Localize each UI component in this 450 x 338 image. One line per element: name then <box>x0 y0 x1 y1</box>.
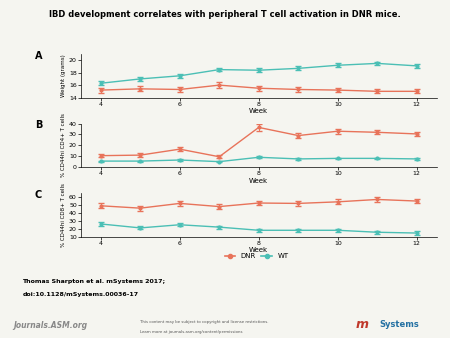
Text: Journals.ASM.org: Journals.ASM.org <box>14 321 88 330</box>
Text: B: B <box>35 120 42 130</box>
Text: C: C <box>35 190 42 200</box>
Y-axis label: % CD44hi CD8+ T cells: % CD44hi CD8+ T cells <box>61 183 66 247</box>
Legend: DNR, WT: DNR, WT <box>222 250 291 262</box>
X-axis label: Week: Week <box>249 178 268 184</box>
Text: doi:10.1128/mSystems.00036-17: doi:10.1128/mSystems.00036-17 <box>22 292 139 297</box>
Text: A: A <box>35 51 42 61</box>
Text: This content may be subject to copyright and license restrictions.: This content may be subject to copyright… <box>140 319 268 323</box>
Text: Thomas Sharpton et al. mSystems 2017;: Thomas Sharpton et al. mSystems 2017; <box>22 279 166 284</box>
Y-axis label: % CD44hi CD4+ T cells: % CD44hi CD4+ T cells <box>61 114 66 177</box>
Text: IBD development correlates with peripheral T cell activation in DNR mice.: IBD development correlates with peripher… <box>49 10 401 19</box>
Text: Systems: Systems <box>380 320 419 330</box>
Text: m: m <box>356 318 369 331</box>
Y-axis label: Weight (grams): Weight (grams) <box>61 54 66 97</box>
X-axis label: Week: Week <box>249 247 268 253</box>
Text: Learn more at journals.asm.org/content/permissions: Learn more at journals.asm.org/content/p… <box>140 330 242 334</box>
X-axis label: Week: Week <box>249 108 268 114</box>
